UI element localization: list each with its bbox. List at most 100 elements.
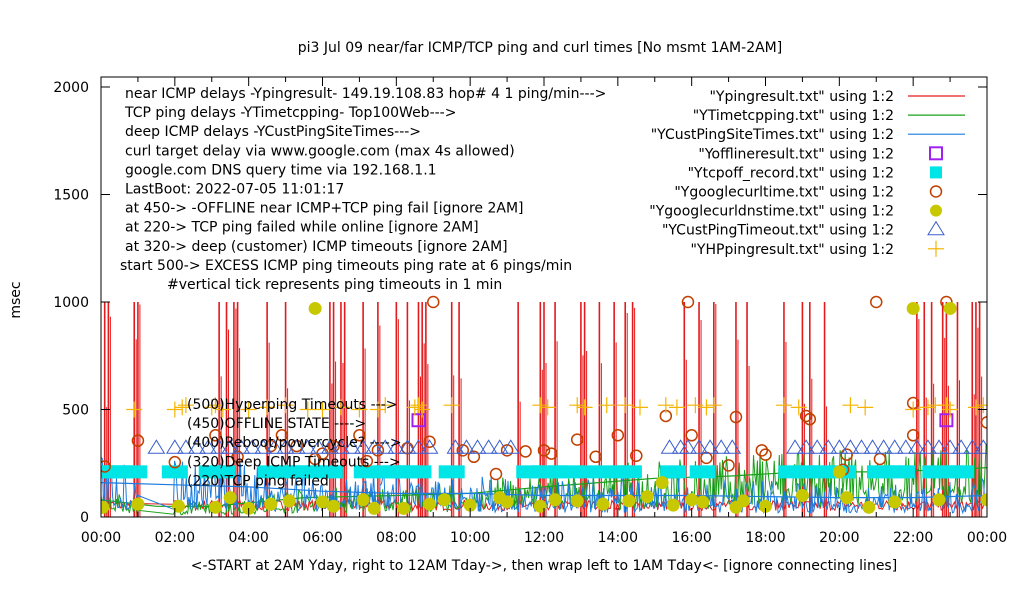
filled-square-marker [889,465,916,479]
open-triangle-marker [232,439,251,454]
filled-square-marker [660,465,687,479]
open-triangle-marker [919,439,937,454]
plus-marker [598,397,615,414]
chart-title: pi3 Jul 09 near/far ICMP/TCP ping and cu… [298,40,782,56]
open-circle-marker [759,448,772,461]
open-triangle-marker [446,439,465,454]
plus-marker [569,397,586,414]
open-triangle-marker [468,439,487,454]
open-circle-marker [929,185,943,198]
x-tick-label: 16:00 [671,530,711,546]
filled-square-marker [556,465,583,479]
legend-label: "YHPpingresult.txt" using 1:2 [690,242,894,258]
plus-marker [698,399,715,416]
legend-item: "Yofflineresult.txt" using 1:2 [698,146,943,162]
filled-circle-marker [282,494,296,508]
filled-circle-marker [356,493,370,507]
plus-marker [942,401,959,418]
open-circle-marker [700,451,713,465]
filled-circle-marker [795,489,809,502]
series-0 [101,302,987,517]
filled-circle-marker [131,497,145,511]
open-triangle-marker [457,439,476,454]
filled-circle-marker [264,497,278,511]
open-triangle-marker [343,439,361,454]
plus-marker [576,399,593,416]
y-tick-label: 0 [80,510,89,526]
open-circle-marker [545,447,558,460]
x-tick-label: 14:00 [598,530,638,546]
open-circle-marker [371,444,385,457]
open-circle-marker [168,455,182,469]
x-tick-label: 08:00 [376,530,416,546]
annotations-layer: near ICMP delays -Ypingresult- 149.19.10… [120,86,606,489]
open-circle-marker [685,429,698,442]
open-triangle-marker [941,439,959,454]
open-circle-marker [611,429,625,442]
series-6 [101,301,987,515]
series-8 [126,397,987,418]
filled-square-marker [353,465,380,479]
open-triangle-marker [409,439,428,454]
filled-circle-marker [596,497,610,511]
annotation-line: #vertical tick represents ping timeouts … [167,277,502,293]
series-trend [101,482,987,499]
open-triangle-marker [365,439,384,454]
annotation-line: start 500-> EXCESS ICMP ping timeouts pi… [120,258,572,274]
annotation-line: at 450-> -OFFLINE near ICMP+TCP ping fai… [125,201,524,217]
filled-circle-marker [666,498,680,512]
plus-marker [919,399,936,416]
filled-circle-marker [500,495,514,509]
open-triangle-marker [952,439,971,454]
filled-square-marker [405,465,432,479]
plus-marker [967,399,984,416]
plus-marker [668,399,685,416]
axes-layer: 0 500 1000 1500 2000 00:00 02:00 04:00 06:00 08:0… [53,76,1007,546]
open-triangle-marker [221,439,240,454]
filled-square-marker [121,465,148,479]
open-triangle-marker [701,439,720,454]
open-triangle-marker [309,439,328,454]
plus-marker [214,401,231,418]
open-triangle-marker [660,439,679,454]
filled-circle-marker [622,494,636,508]
x-tick-label: 18:00 [745,530,785,546]
annotation-line: at 220-> TCP ping failed while online [i… [125,220,479,236]
filled-square-marker [615,465,642,479]
filled-circle-marker [570,494,584,508]
annotation-line: TCP ping delays -YTimetcpping- Top100Web… [124,105,456,121]
open-circle-marker [980,416,987,429]
plus-marker [617,397,634,414]
plus-marker [406,399,423,416]
open-triangle-marker [376,439,395,454]
legend-item: "Ygooglecurltime.txt" using 1:2 [674,185,943,201]
plus-marker [857,399,874,416]
open-triangle-marker [210,439,229,454]
annotation-line: near ICMP delays -Ypingresult- 149.19.10… [125,86,606,102]
annotation-line: deep ICMP delays -YCustPingSiteTimes---> [125,124,421,140]
filled-circle-marker [943,301,957,315]
plus-marker [207,397,224,414]
open-triangle-marker [254,439,273,454]
filled-circle-marker [548,493,562,507]
open-triangle-marker [188,439,206,454]
plus-marker [174,399,191,416]
filled-circle-marker [655,476,669,490]
open-triangle-marker [199,439,217,454]
open-square-marker [411,413,426,428]
filled-circle-marker [888,495,902,509]
open-triangle-marker [963,439,982,454]
x-tick-label: 22:00 [893,530,933,546]
plus-marker [414,401,431,418]
open-circle-marker [275,429,289,442]
filled-circle-marker [316,495,329,509]
filled-circle-marker [437,493,451,507]
open-circle-marker [519,445,532,458]
filled-circle-marker [101,500,110,514]
open-triangle-marker [490,439,509,454]
x-tick-label: 04:00 [228,530,268,546]
filled-square-marker [161,465,188,479]
open-circle-marker [755,444,769,457]
open-triangle-marker [501,439,520,454]
